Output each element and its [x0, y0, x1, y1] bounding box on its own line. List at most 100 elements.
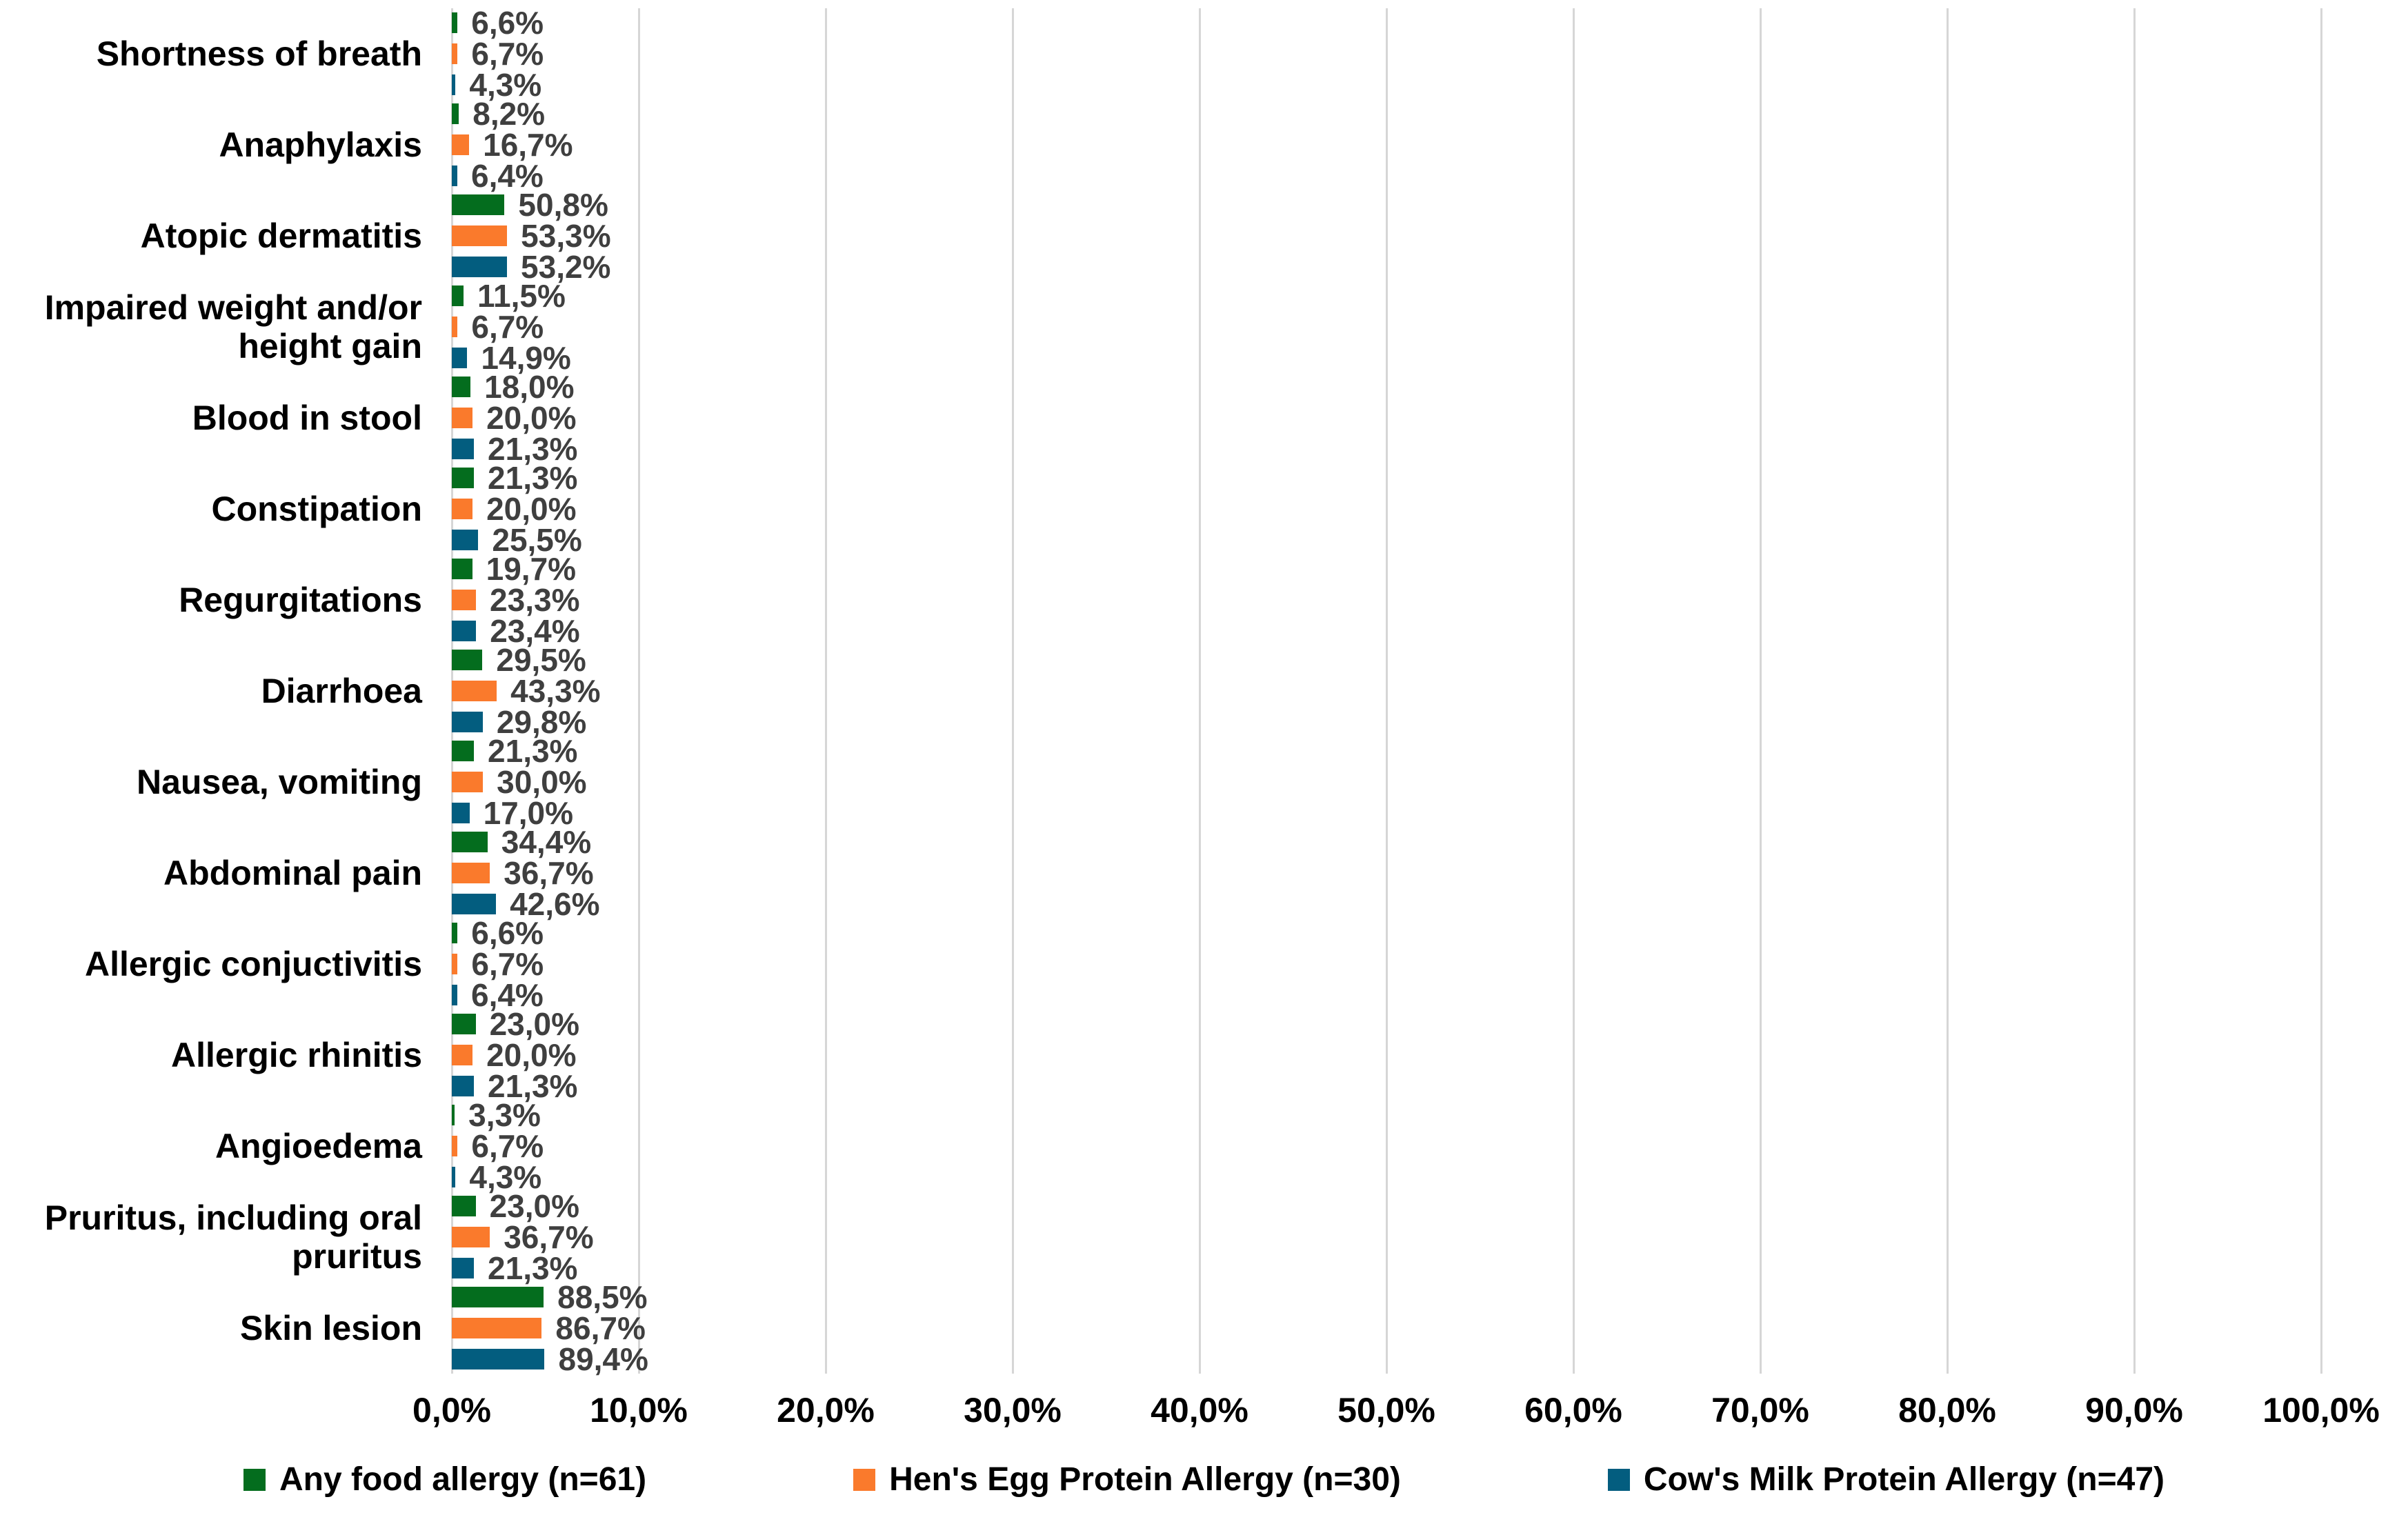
- bar-line: 29,5%: [452, 644, 586, 676]
- category-label: Regurgitations: [179, 581, 422, 619]
- bar-group: 34,4% 36,7% 42,6%: [452, 826, 2321, 920]
- bar: [452, 803, 470, 823]
- axis-tick-label: 10,0%: [590, 1391, 688, 1429]
- category-label: Shortness of breath: [96, 34, 422, 73]
- value-label: 4,3%: [469, 67, 542, 103]
- axis-tick-label: 90,0%: [2085, 1391, 2183, 1429]
- bar-line: 4,3%: [452, 67, 542, 103]
- value-label: 6,7%: [471, 36, 544, 72]
- bar: [452, 772, 484, 792]
- bar-line: 86,7%: [452, 1312, 646, 1344]
- legend-item: Cow's Milk Protein Allergy (n=47): [1607, 1461, 2165, 1498]
- category-label: Atopic dermatitis: [140, 217, 422, 255]
- gridline: [1386, 8, 1388, 1374]
- bar: [452, 194, 505, 215]
- bar: [452, 377, 471, 397]
- value-label: 6,6%: [471, 915, 544, 951]
- bar: [452, 257, 508, 277]
- bar: [452, 923, 458, 943]
- bar: [452, 590, 477, 610]
- bar-line: 8,2%: [452, 98, 545, 130]
- value-label: 89,4%: [558, 1341, 648, 1377]
- value-label: 4,3%: [469, 1159, 542, 1195]
- bar-line: 16,7%: [452, 129, 573, 161]
- bar-line: 18,0%: [452, 371, 575, 403]
- gridline: [1947, 8, 1949, 1374]
- value-label: 23,3%: [490, 582, 580, 618]
- value-label: 21,3%: [488, 431, 578, 467]
- value-label: 42,6%: [510, 886, 600, 922]
- legend-label: Cow's Milk Protein Allergy (n=47): [1643, 1461, 2165, 1498]
- bar: [452, 681, 497, 701]
- value-label: 23,4%: [490, 613, 580, 649]
- value-label: 36,7%: [504, 855, 594, 891]
- value-label: 21,3%: [488, 1250, 578, 1286]
- category-label: Angioedema: [215, 1127, 422, 1165]
- bar-group: 18,0% 20,0% 21,3%: [452, 371, 2321, 465]
- value-label: 53,3%: [521, 218, 611, 254]
- bar: [452, 74, 456, 95]
- bar: [452, 225, 508, 246]
- bar-group: 88,5% 86,7% 89,4%: [452, 1281, 2321, 1375]
- bar-line: 21,3%: [452, 1070, 577, 1102]
- axis-tick-label: 40,0%: [1151, 1391, 1248, 1429]
- value-label: 23,0%: [489, 1006, 580, 1042]
- bar-line: 23,3%: [452, 584, 579, 616]
- bar-line: 6,4%: [452, 160, 544, 192]
- bar: [452, 530, 479, 550]
- bar-group: 11,5% 6,7% 14,9%: [452, 280, 2321, 374]
- bar-line: 23,0%: [452, 1190, 579, 1222]
- bar-group: 19,7% 23,3% 23,4%: [452, 551, 2321, 649]
- bar: [452, 741, 475, 761]
- bar-group: 8,2% 16,7% 6,4%: [452, 98, 2321, 192]
- bar-group: 21,3% 20,0% 25,5%: [452, 460, 2321, 556]
- bar: [452, 832, 488, 852]
- bar-line: 14,9%: [452, 342, 571, 374]
- bar-line: 21,3%: [452, 433, 577, 465]
- x-axis: 0,0% 10,0% 20,0% 30,0% 40,0% 50,0% 60,0% 70,0% 8…: [412, 1390, 2380, 1438]
- bar-line: 53,2%: [452, 251, 610, 283]
- value-label: 19,7%: [486, 551, 577, 587]
- value-label: 21,3%: [488, 460, 578, 496]
- value-label: 3,3%: [468, 1097, 541, 1133]
- category-label: Constipation: [211, 490, 422, 528]
- bar-line: 89,4%: [452, 1343, 648, 1375]
- legend: Any food allergy (n=61) Hen's Egg Protein…: [0, 1461, 2408, 1498]
- value-label: 20,0%: [486, 491, 577, 527]
- bar: [452, 12, 458, 33]
- gridline: [1760, 8, 1762, 1374]
- bar-group: 6,6% 6,7% 6,4%: [452, 915, 2321, 1011]
- bar-line: 42,6%: [452, 888, 600, 920]
- value-label: 86,7%: [555, 1310, 646, 1346]
- bar: [452, 985, 457, 1005]
- bar-line: 23,0%: [452, 1008, 579, 1040]
- bar: [452, 1318, 542, 1338]
- bar-group: 6,6% 6,7% 4,3%: [452, 7, 2321, 103]
- bar-line: 6,7%: [452, 311, 544, 343]
- legend-item: Hen's Egg Protein Allergy (n=30): [853, 1461, 1401, 1498]
- bar: [452, 1258, 475, 1278]
- value-label: 29,8%: [496, 704, 587, 740]
- value-label: 17,0%: [483, 795, 573, 831]
- bar-group: 29,5% 43,3% 29,8%: [452, 644, 2321, 740]
- bar: [452, 894, 497, 914]
- bar-line: 11,5%: [452, 280, 566, 312]
- bar-line: 21,3%: [452, 1252, 577, 1284]
- bar-group: 23,0% 20,0% 21,3%: [452, 1008, 2321, 1102]
- value-label: 23,0%: [489, 1188, 580, 1224]
- bar-line: 20,0%: [452, 493, 577, 525]
- bar-line: 20,0%: [452, 402, 577, 434]
- category-label: Impaired weight and/or height gain: [44, 288, 422, 365]
- bar: [452, 1227, 490, 1247]
- bar: [452, 621, 477, 641]
- axis-tick-label: 20,0%: [777, 1391, 875, 1429]
- value-label: 43,3%: [510, 673, 601, 709]
- value-label: 18,0%: [484, 369, 575, 405]
- axis-tick-label: 50,0%: [1337, 1391, 1435, 1429]
- bar: [452, 285, 464, 306]
- bar: [452, 1167, 456, 1187]
- value-label: 6,4%: [470, 158, 544, 194]
- bar: [452, 317, 458, 337]
- bar: [452, 1196, 476, 1216]
- bar-line: 6,6%: [452, 7, 544, 39]
